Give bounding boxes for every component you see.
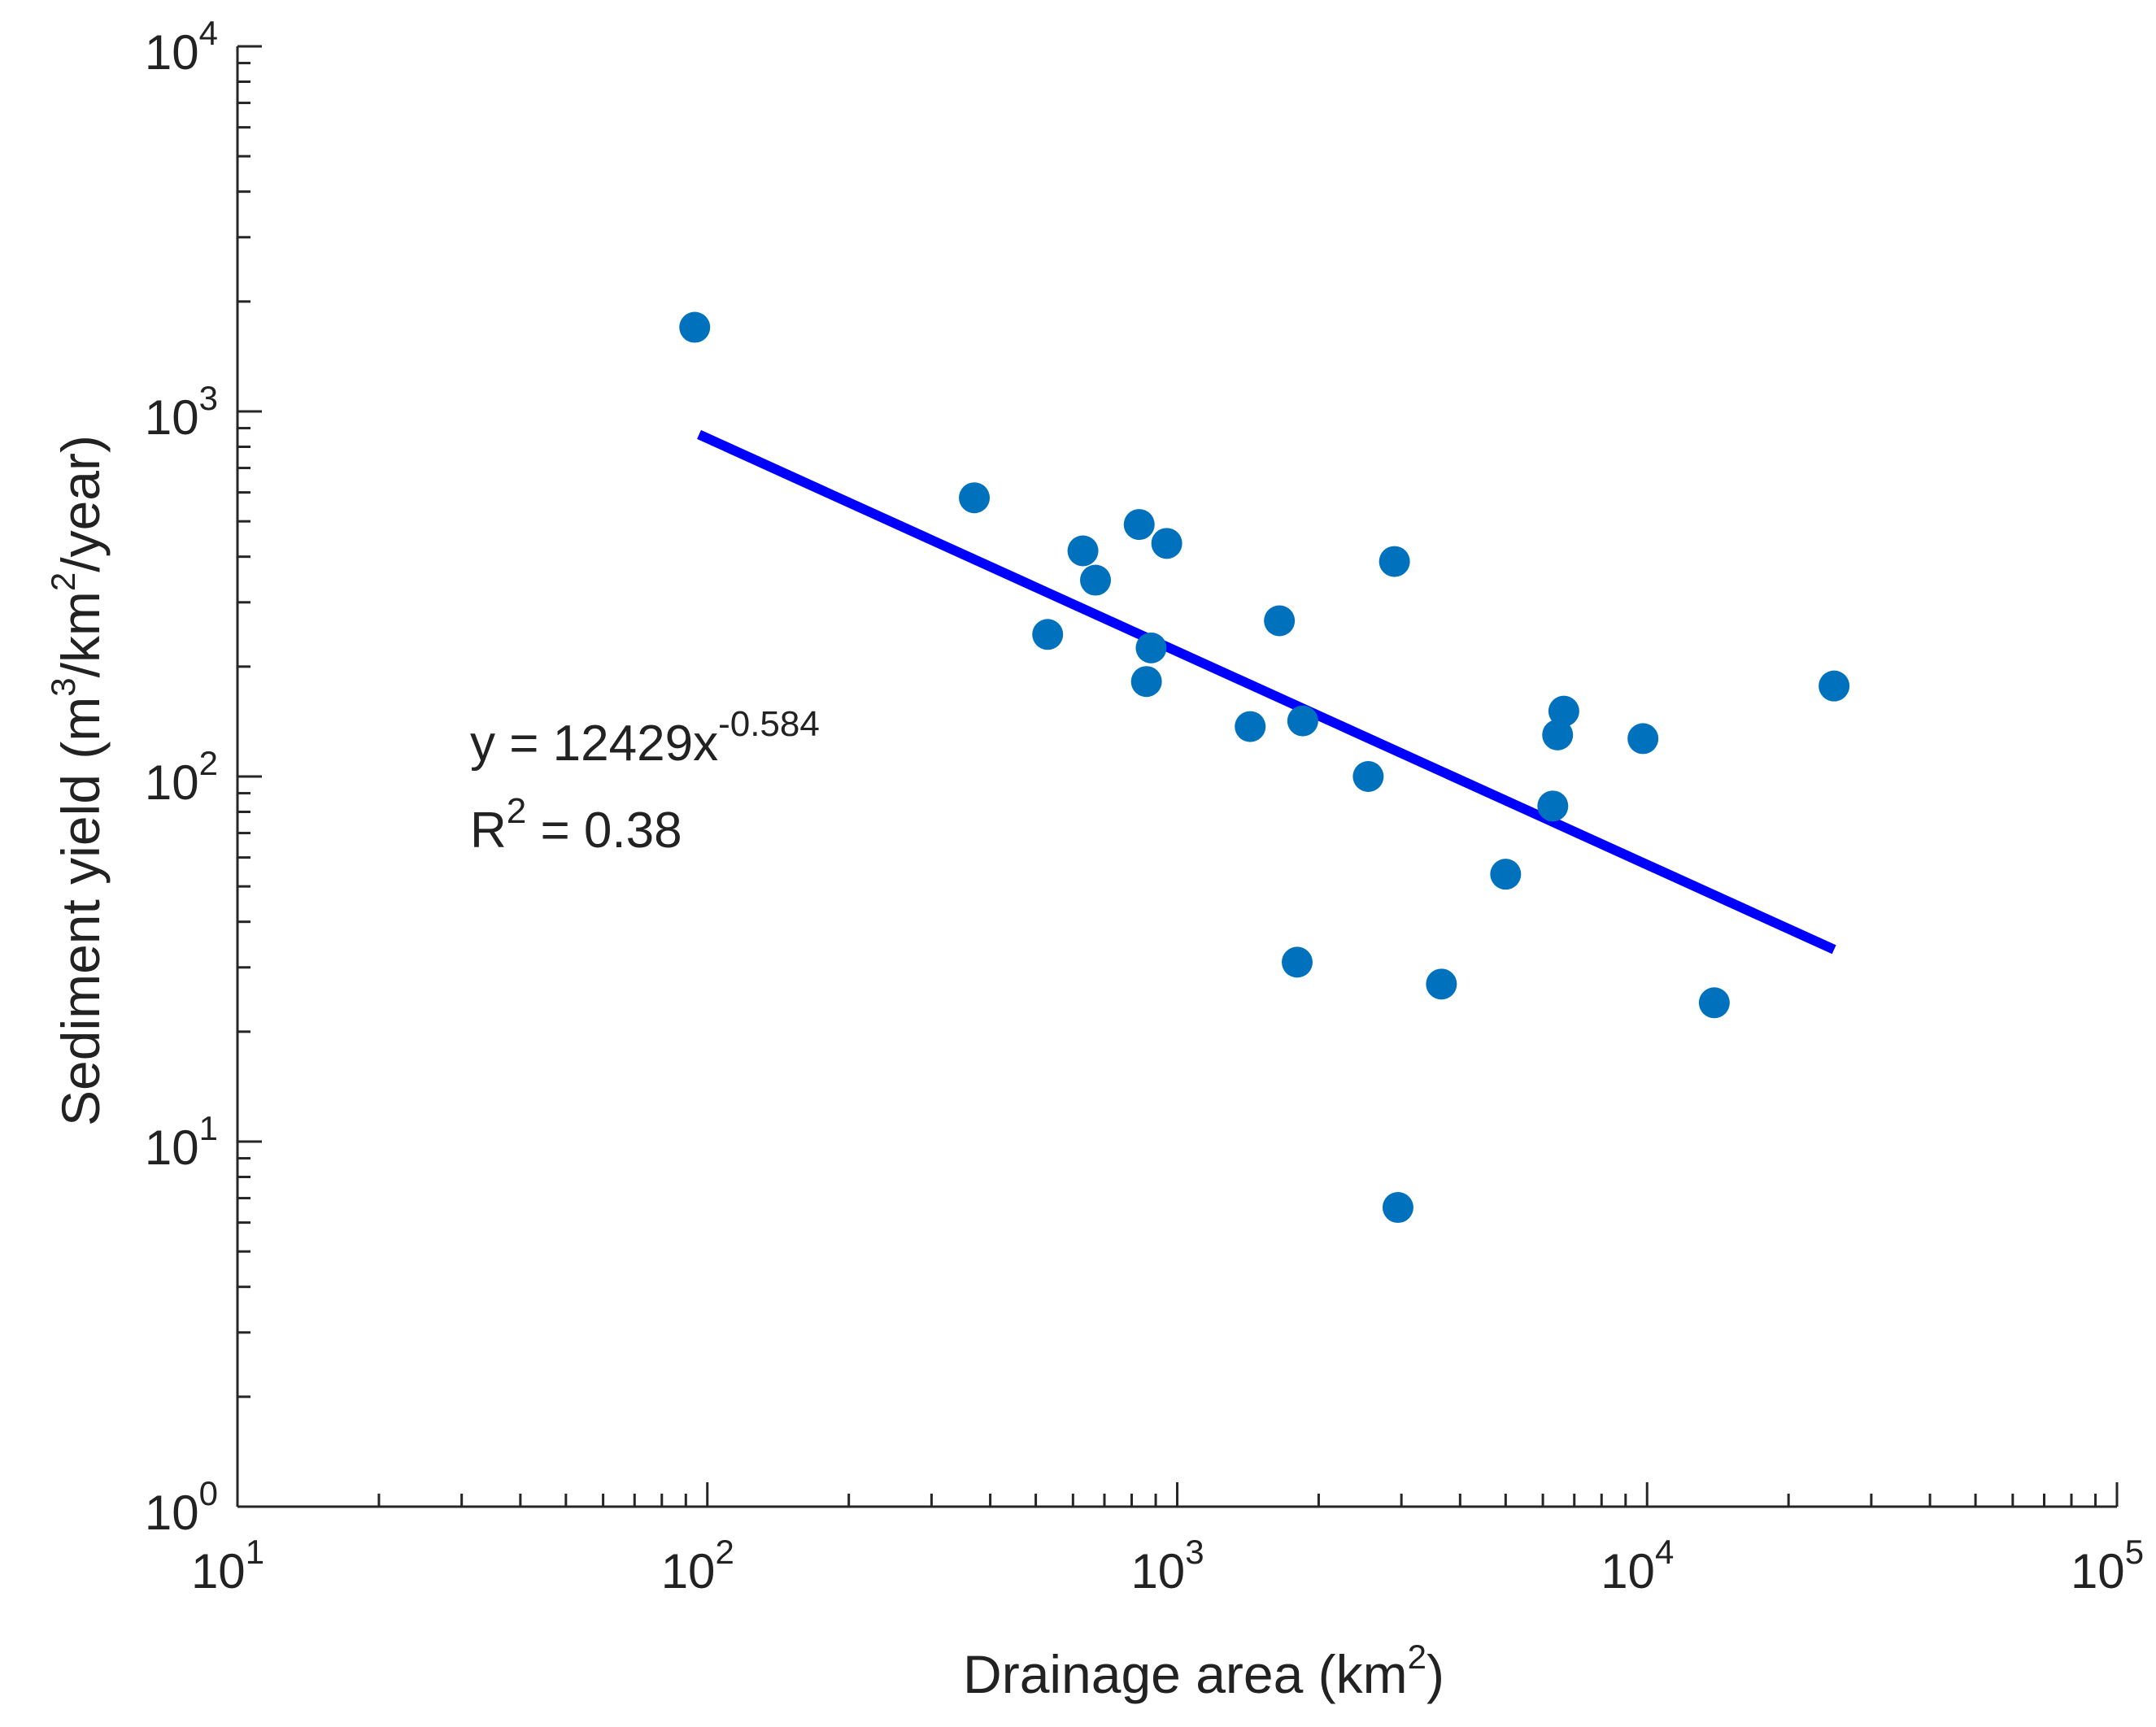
data-point: [1287, 705, 1318, 737]
data-point: [959, 482, 991, 514]
plot-axes: [236, 45, 2119, 1508]
equation-annotation: y = 12429x-0.584: [470, 704, 820, 772]
x-tick-label: 103: [1130, 1533, 1204, 1599]
data-point: [1352, 761, 1384, 792]
y-tick-label: 103: [145, 379, 218, 445]
data-point: [1818, 670, 1850, 702]
data-point: [1235, 711, 1266, 742]
y-tick-label: 102: [145, 744, 218, 810]
data-point: [1130, 666, 1162, 698]
data-point: [1490, 859, 1522, 890]
data-point: [1426, 968, 1457, 1000]
fit-line: [697, 429, 1836, 955]
x-tick-labels: 101 102 103 104 105: [191, 1533, 2144, 1599]
r-squared-annotation: R2 = 0.38: [470, 791, 682, 859]
x-tick-label: 101: [191, 1533, 264, 1599]
data-point: [1542, 719, 1574, 750]
data-point: [1067, 535, 1099, 567]
data-point: [1080, 564, 1112, 596]
data-point: [1537, 790, 1569, 822]
x-axis-label: Drainage area (km2): [963, 1638, 1444, 1704]
data-points: [679, 311, 1850, 1224]
y-tick-label: 100: [145, 1474, 218, 1540]
data-point: [1032, 619, 1064, 650]
y-axis-label: Sediment yield (m3/km2/year): [44, 435, 111, 1126]
y-tick-label: 104: [145, 14, 218, 80]
data-point: [1379, 546, 1410, 577]
data-point: [1382, 1192, 1413, 1224]
data-point: [1698, 987, 1730, 1019]
fit-line-group: [697, 429, 1836, 955]
data-point: [1264, 605, 1296, 637]
y-tick-label: 101: [145, 1109, 218, 1175]
x-tick-label: 102: [661, 1533, 734, 1599]
y-tick-labels: 100 101 102 103 104: [145, 14, 218, 1540]
data-point: [1135, 632, 1167, 663]
x-tick-label: 104: [1601, 1533, 1674, 1599]
data-point: [1548, 695, 1579, 727]
data-point: [1281, 946, 1313, 978]
data-point: [1151, 528, 1183, 559]
data-point: [1627, 723, 1659, 755]
data-point: [679, 311, 711, 343]
x-tick-label: 105: [2071, 1533, 2144, 1599]
data-point: [1123, 509, 1155, 541]
